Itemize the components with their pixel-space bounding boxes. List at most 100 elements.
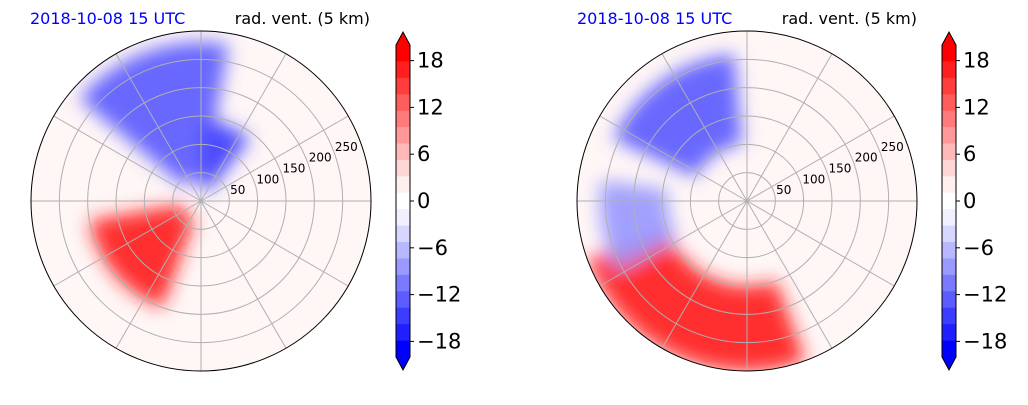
plot-border <box>30 30 372 372</box>
range-ring-label: 250 <box>881 140 904 154</box>
azimuth-line <box>599 200 748 287</box>
azimuth-line <box>200 200 287 349</box>
colorbar: 18 12 6 0 −6 −12 −18 <box>395 30 461 372</box>
range-ring-label: 200 <box>309 151 332 165</box>
colorbar-swatch <box>942 61 956 79</box>
colorbar-swatch <box>396 159 410 177</box>
positive-velocity-region <box>89 204 195 308</box>
colorbar-tick-label: −12 <box>963 283 1007 307</box>
range-ring-label: 50 <box>230 183 245 197</box>
colorbar: 18 12 6 0 −6 −12 −18 <box>941 30 1007 372</box>
colorbar-swatch <box>942 127 956 145</box>
colorbar-swatch <box>942 77 956 95</box>
colorbar-swatch <box>396 61 410 79</box>
negative-velocity-region <box>613 54 743 178</box>
azimuth-line <box>200 53 287 202</box>
colorbar-tick-label: −6 <box>417 236 448 260</box>
colorbar-swatch <box>396 242 410 259</box>
colorbar-tick-label: 6 <box>963 142 976 166</box>
field-features <box>587 54 806 371</box>
colorbar-tick-label: 18 <box>417 49 444 73</box>
colorbar-tick-label: −18 <box>963 329 1007 353</box>
colorbar-swatch <box>942 94 956 112</box>
positive-velocity-region <box>587 230 806 371</box>
range-ring-label: 150 <box>283 161 306 175</box>
colorbar-swatch <box>942 209 956 227</box>
colorbar-swatch <box>942 340 956 358</box>
colorbar-swatch <box>942 242 956 259</box>
colorbar-swatch <box>396 143 410 161</box>
colorbar-swatch <box>396 324 410 342</box>
colorbar-swatch <box>396 258 410 276</box>
colorbar-swatch <box>396 274 410 292</box>
colorbar-tick-label: −6 <box>963 236 994 260</box>
azimuth-line <box>53 200 202 287</box>
colorbar-swatch <box>396 209 410 227</box>
colorbar-extend-min <box>942 357 956 370</box>
colorbar-swatch <box>396 225 410 243</box>
range-ring-label: 100 <box>802 172 825 186</box>
colorbar-swatch <box>942 258 956 276</box>
panel-title-left: 2018-10-08 15 UTC <box>577 9 732 28</box>
colorbar-extend-max <box>942 32 956 45</box>
colorbar-swatch <box>396 192 410 210</box>
panel-title-left: 2018-10-08 15 UTC <box>30 9 185 28</box>
colorbar-tick-label: 0 <box>963 189 976 213</box>
colorbar-swatch <box>942 143 956 161</box>
colorbar-swatch <box>396 340 410 358</box>
colorbar-tick-label: 12 <box>417 95 444 119</box>
azimuth-line <box>746 200 895 287</box>
panel-title-right: rad. vent. (5 km) <box>782 9 917 28</box>
colorbar-swatch <box>942 45 956 62</box>
colorbar-tick-label: −12 <box>417 283 461 307</box>
negative-velocity-region <box>201 121 250 193</box>
negative-velocity-region <box>79 42 229 187</box>
colorbar-tick-label: 18 <box>963 49 990 73</box>
colorbar-outline <box>941 30 957 372</box>
range-ring-label: 150 <box>829 161 852 175</box>
azimuth-line <box>200 115 349 202</box>
azimuth-line <box>115 200 202 349</box>
velocity-field <box>79 42 250 308</box>
colorbar-swatch <box>396 45 410 62</box>
panel-title-right: rad. vent. (5 km) <box>235 9 370 28</box>
range-ring-label: 250 <box>335 140 358 154</box>
plot-border <box>576 30 918 372</box>
colorbar-swatch <box>396 291 410 309</box>
velocity-field <box>587 54 806 371</box>
colorbar-outline <box>395 30 411 372</box>
colorbar-swatch <box>942 291 956 309</box>
colorbar-swatch <box>942 225 956 243</box>
azimuth-line <box>661 53 748 202</box>
colorbar-swatch <box>942 274 956 292</box>
azimuth-line <box>200 200 349 287</box>
colorbar-swatch <box>942 159 956 177</box>
colorbar-swatch <box>396 110 410 128</box>
azimuth-line <box>746 53 833 202</box>
colorbar-tick-label: 0 <box>417 189 430 213</box>
colorbar-tick-label: 12 <box>963 95 990 119</box>
field-features <box>79 42 250 308</box>
range-ring-label: 100 <box>256 172 279 186</box>
colorbar-swatch <box>396 77 410 95</box>
colorbar-swatch <box>942 307 956 325</box>
colorbar-swatch <box>396 127 410 145</box>
azimuth-line <box>661 200 748 349</box>
colorbar-swatch <box>942 110 956 128</box>
colorbar-swatch <box>942 192 956 210</box>
colorbar-swatch <box>396 307 410 325</box>
azimuth-line <box>115 53 202 202</box>
azimuth-line <box>53 115 202 202</box>
colorbar-extend-max <box>396 32 410 45</box>
colorbar-swatch <box>396 94 410 112</box>
range-ring-label: 50 <box>776 183 791 197</box>
range-ring-label: 200 <box>855 151 878 165</box>
azimuth-line <box>599 115 748 202</box>
colorbar-swatch <box>396 176 410 194</box>
